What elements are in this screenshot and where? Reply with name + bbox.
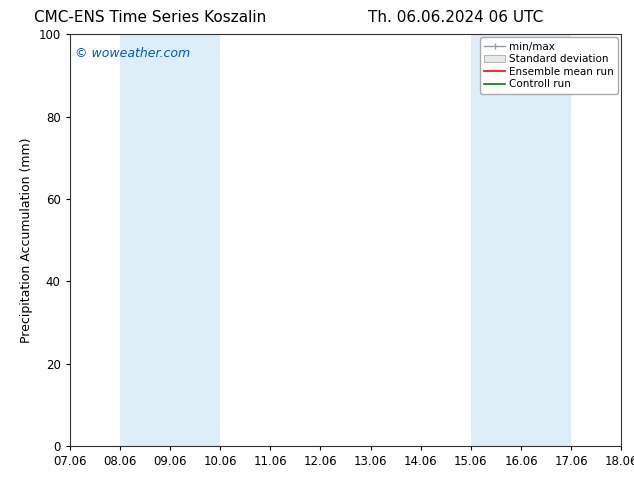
Bar: [120, 34, 220, 446]
Text: CMC-ENS Time Series Koszalin: CMC-ENS Time Series Koszalin: [34, 10, 266, 25]
Legend: min/max, Standard deviation, Ensemble mean run, Controll run: min/max, Standard deviation, Ensemble me…: [480, 37, 618, 94]
Text: Th. 06.06.2024 06 UTC: Th. 06.06.2024 06 UTC: [368, 10, 543, 25]
Bar: [471, 34, 571, 446]
Text: © woweather.com: © woweather.com: [75, 47, 190, 60]
Y-axis label: Precipitation Accumulation (mm): Precipitation Accumulation (mm): [20, 137, 33, 343]
